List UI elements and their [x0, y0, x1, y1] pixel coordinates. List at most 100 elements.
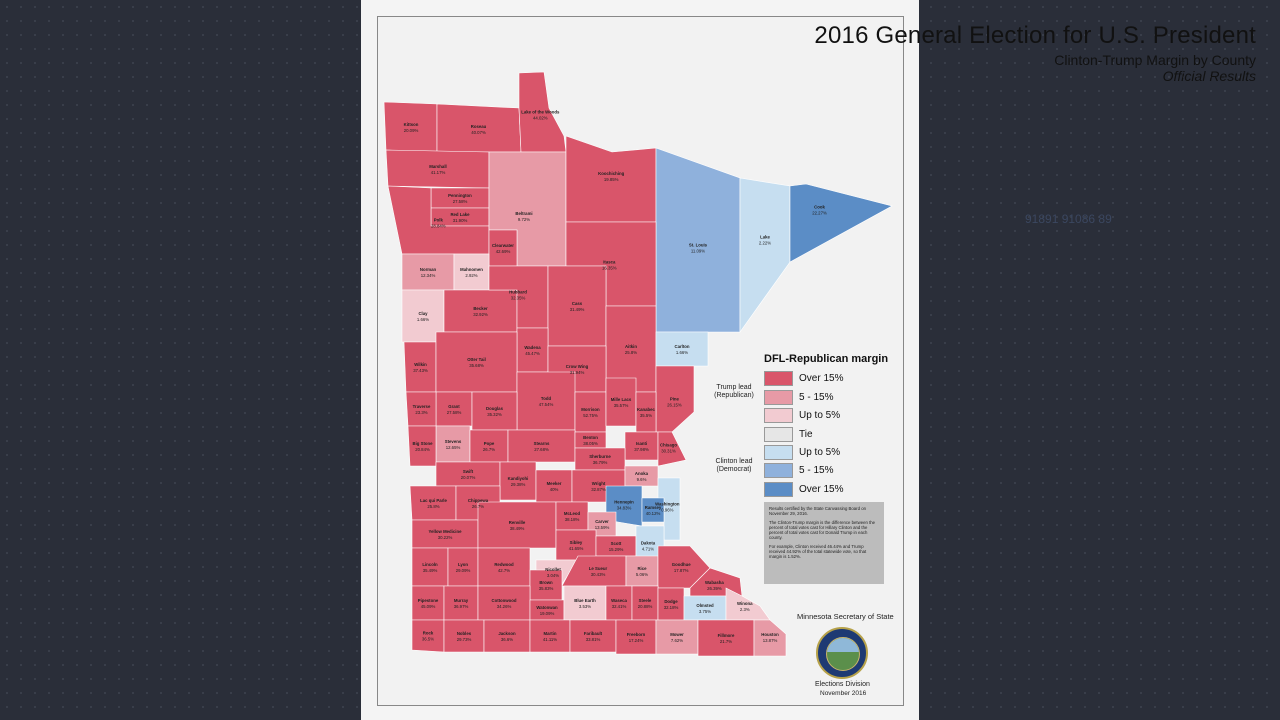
county-margin-label: 38.05% [583, 441, 598, 446]
county-pope [469, 429, 509, 463]
county-margin-label: 27.58% [453, 199, 468, 204]
county-margin-label: 17.24% [629, 638, 644, 643]
county-anoka [624, 465, 659, 487]
county-margin-label: 37.98% [634, 447, 649, 452]
county-margin-label: 52.75% [583, 413, 598, 418]
county-name-label: Sherburne [589, 454, 611, 459]
county-otter-tail [435, 331, 518, 393]
county-name-label: Stearns [534, 441, 550, 446]
county-margin-label: 3.53% [579, 604, 591, 609]
county-meeker [535, 469, 573, 503]
state-seal-icon [816, 627, 868, 679]
county-margin-label: 44.02% [533, 115, 548, 120]
county-margin-label: 41.17% [431, 170, 446, 175]
county-name-label: Houston [761, 632, 779, 637]
county-lac-qui-parle [409, 485, 457, 521]
legend-clinton-group: Clinton lead (Democrat) [715, 458, 753, 473]
county-chisago [657, 431, 687, 467]
county-name-label: Pine [670, 397, 680, 402]
county-margin-label: 1.66% [417, 317, 429, 322]
county-margin-label: 15.29% [609, 547, 624, 552]
county-name-label: Rice [637, 566, 647, 571]
county-name-label: Swift [463, 469, 474, 474]
county-name-label: Kittson [404, 122, 419, 127]
county-margin-label: 35.32% [487, 412, 502, 417]
county-becker [443, 289, 518, 333]
county-isanti [624, 431, 659, 461]
background-number: 91891 91086 89 [1025, 212, 1112, 226]
county-name-label: Yellow Medicine [429, 529, 463, 534]
county-name-label: Scott [611, 541, 622, 546]
county-name-label: Cass [572, 301, 583, 306]
county-traverse [405, 391, 437, 427]
legend-label: Up to 5% [799, 409, 841, 421]
county-name-label: Todd [541, 396, 552, 401]
county-name-label: Wright [592, 481, 606, 486]
county-name-label: Ramsey [645, 505, 662, 510]
county-margin-label: 35.83% [539, 586, 554, 591]
county-lake-of-the-woods [518, 71, 567, 153]
county-name-label: Aitkin [625, 344, 637, 349]
county-name-label: Mahnomen [460, 267, 483, 272]
legend-item: Over 15% [764, 481, 844, 497]
county-name-label: Hubbard [509, 290, 527, 295]
legend-swatch [764, 389, 793, 405]
county-name-label: Douglas [486, 406, 504, 411]
county-scott [595, 535, 637, 557]
county-olmsted [683, 595, 727, 621]
county-renville [477, 501, 557, 549]
county-margin-label: 13.59% [595, 525, 610, 530]
county-name-label: Le Sueur [589, 566, 608, 571]
county-name-label: Becker [473, 306, 488, 311]
county-redwood [477, 547, 531, 587]
county-name-label: Waseca [611, 598, 627, 603]
county-margin-label: 34.83% [617, 506, 632, 511]
legend-swatch [764, 370, 793, 386]
county-jackson [483, 619, 531, 653]
county-lyon [447, 547, 479, 587]
county-kittson [383, 101, 438, 153]
county-name-label: Red Lake [450, 212, 470, 217]
legend-item: Tie [764, 426, 813, 442]
county-name-label: Fillmore [718, 633, 735, 638]
county-name-label: Benton [583, 435, 598, 440]
county-name-label: Renville [509, 520, 526, 525]
county-winona [725, 587, 771, 621]
county-dodge [657, 587, 685, 621]
results-note: Results certified by the State Canvassin… [764, 502, 884, 584]
county-margin-label: 5.06% [636, 572, 648, 577]
legend-label: Over 15% [799, 483, 844, 495]
county-pipestone [411, 585, 445, 621]
county-margin-label: 42.7% [498, 568, 510, 573]
county-sibley [555, 529, 597, 561]
county-wadena [516, 327, 549, 373]
county-fillmore [697, 619, 755, 657]
county-margin-label: 19.09% [540, 611, 555, 616]
county-margin-label: 38.49% [510, 526, 525, 531]
county-name-label: Koochiching [598, 171, 624, 176]
county-margin-label: 31.90% [453, 218, 468, 223]
county-name-label: Olmsted [696, 603, 714, 608]
elections-division-label: Elections Division [815, 681, 870, 688]
county-name-label: Isanti [636, 441, 647, 446]
legend-swatch [764, 426, 793, 442]
legend-trump-group: Trump lead (Republican) [714, 384, 754, 399]
county-morrison [574, 391, 607, 433]
county-houston [753, 619, 787, 657]
note-example: For example, Clinton received 46.44% and… [769, 543, 867, 560]
county-lincoln [411, 547, 449, 587]
county-margin-label: 9.6% [637, 477, 647, 482]
county-pennington [430, 187, 490, 209]
county-margin-label: 38.18% [565, 517, 580, 522]
county-name-label: Kandiyohi [508, 476, 529, 481]
county-margin-label: 47.54% [539, 402, 554, 407]
county-margin-label: 30.31% [661, 449, 676, 454]
legend: DFL-Republican margin [764, 353, 904, 365]
county-name-label: Big Stone [412, 441, 433, 446]
county-margin-label: 11.09% [691, 249, 705, 254]
county-name-label: Beltrami [515, 211, 532, 216]
county-name-label: Jackson [498, 631, 516, 636]
county-margin-label: 32.35% [511, 296, 526, 301]
county-big-stone [407, 425, 437, 467]
